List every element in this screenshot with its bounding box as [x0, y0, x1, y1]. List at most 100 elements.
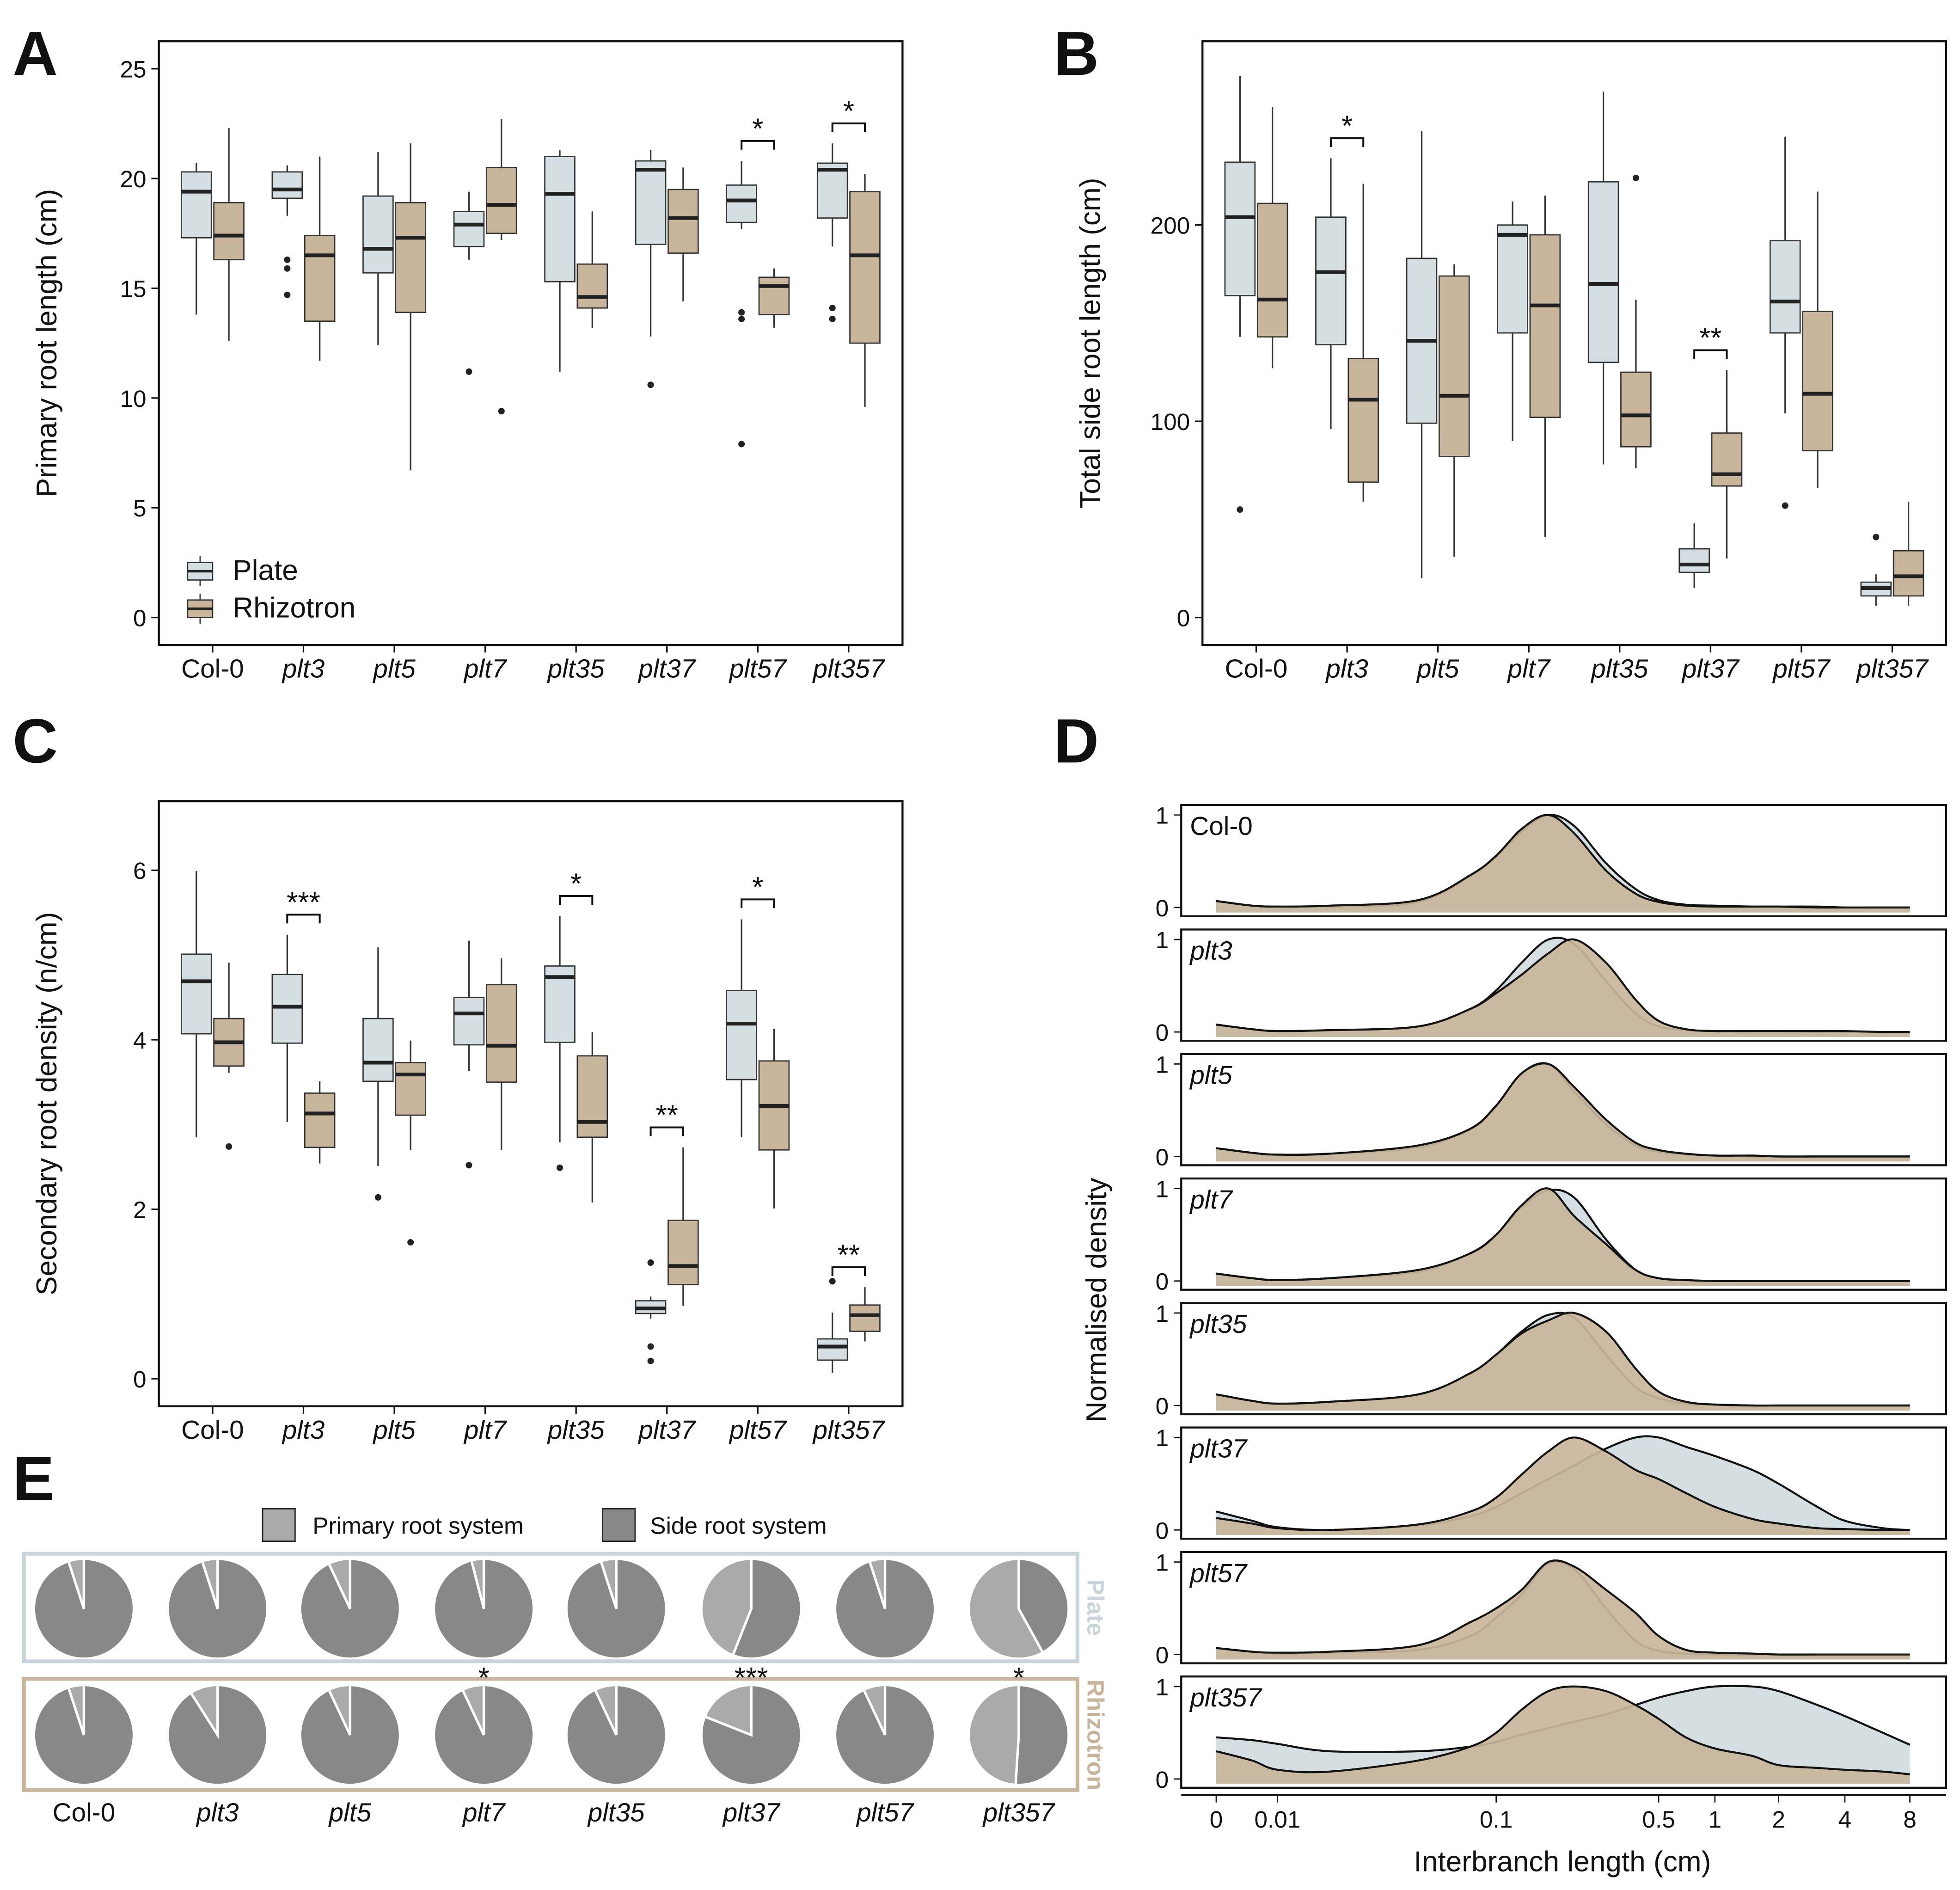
x-tick-label: plt357	[812, 654, 886, 683]
rhizotron-outlier	[407, 1239, 414, 1246]
x-tick-label: plt35	[547, 1416, 605, 1445]
x-tick-label: plt3	[196, 1798, 239, 1827]
y-axis-title: Normalised density	[1081, 1178, 1113, 1423]
y-tick-label: 0	[133, 1366, 147, 1393]
density-panel	[1174, 1675, 1948, 1789]
x-tick-label: plt37	[637, 654, 697, 683]
pie-rhizotron	[567, 1686, 665, 1784]
plate-box	[1678, 548, 1710, 573]
genotype-label: plt7	[1189, 1185, 1233, 1215]
x-tick-label: plt37	[722, 1798, 781, 1827]
y-tick-label: 1	[1156, 927, 1169, 953]
x-tick-label: 0.5	[1642, 1806, 1675, 1833]
significance-bracket	[831, 1266, 866, 1276]
slice-divider	[67, 1560, 86, 1609]
plate-outlier	[647, 1343, 654, 1350]
pie-rhizotron	[836, 1686, 934, 1784]
plate-box	[453, 210, 485, 247]
slice-divider	[869, 1560, 887, 1609]
y-tick-label: 1	[1156, 802, 1169, 829]
y-axis-title: Primary root length (cm)	[31, 189, 63, 497]
density-panel	[1174, 1302, 1948, 1416]
x-tick-label: plt57	[729, 1416, 788, 1445]
y-tick-label: 6	[133, 857, 147, 884]
genotype-label: plt357	[1189, 1683, 1262, 1712]
plate-box	[1497, 224, 1528, 334]
x-tick-label: plt7	[463, 1416, 508, 1445]
plate-box	[271, 974, 303, 1044]
y-tick-label: 0	[1156, 1019, 1169, 1046]
density-panel	[1174, 1426, 1948, 1540]
plate-box	[1315, 216, 1347, 345]
plate-outlier	[738, 441, 745, 448]
pie-plate	[702, 1560, 800, 1658]
rhizotron-density-line	[1216, 1062, 1910, 1158]
significance-bracket	[286, 914, 321, 924]
significance-label: ***	[287, 887, 320, 919]
legend	[187, 556, 214, 624]
genotype-label: plt35	[1189, 1310, 1247, 1339]
x-tick-label: plt35	[547, 654, 605, 683]
significance-label: *	[752, 113, 763, 145]
x-tick-label: plt57	[1772, 654, 1831, 683]
y-tick-label: 4	[133, 1027, 147, 1054]
rhizotron-density-area	[1216, 1188, 1910, 1286]
density-panel	[1174, 1177, 1948, 1291]
rhizotron-box	[213, 202, 245, 261]
plate-row-frame	[22, 1552, 1079, 1663]
pie-rhizotron	[301, 1686, 399, 1784]
x-tick-label: plt3	[282, 1416, 325, 1445]
significance-label: ***	[735, 1662, 768, 1694]
rhizotron-outlier	[226, 1143, 233, 1150]
y-tick-label: 1	[1156, 1051, 1169, 1078]
legend-label-side: Side root system	[650, 1512, 827, 1539]
pie-rhizotron	[169, 1686, 267, 1784]
rhizotron-box	[576, 263, 608, 309]
x-tick-label: plt57	[856, 1798, 915, 1827]
rhizotron-box	[668, 189, 699, 254]
rhizotron-density-line	[1216, 1436, 1910, 1531]
x-tick-label: plt357	[812, 1416, 886, 1445]
boxplot-panel-b	[1195, 40, 1948, 653]
primary-root-slice	[970, 1560, 1042, 1658]
rhizotron-density-area	[1216, 1313, 1910, 1411]
legend-label-plate: Plate	[233, 555, 298, 587]
significance-bracket	[649, 1126, 684, 1136]
x-tick-label: plt57	[729, 654, 788, 683]
significance-label: *	[843, 95, 854, 127]
genotype-label: plt37	[1189, 1435, 1248, 1464]
slice-divider	[1014, 1686, 1020, 1784]
y-tick-label: 0	[1156, 895, 1169, 921]
pie-rhizotron	[970, 1686, 1068, 1784]
pie-plate	[169, 1560, 267, 1658]
significance-label: **	[838, 1240, 860, 1271]
legend-key-primary	[262, 1508, 296, 1542]
rhizotron-density-area	[1216, 1560, 1910, 1660]
y-tick-label: 1	[1156, 1549, 1169, 1576]
x-tick-label: plt7	[1507, 654, 1551, 683]
plot-frame	[158, 800, 904, 1407]
x-tick-label: plt3	[1325, 654, 1368, 683]
significance-label: **	[656, 1099, 678, 1131]
x-tick-label: plt357	[982, 1798, 1055, 1827]
rhizotron-box	[1256, 202, 1288, 338]
x-tick-label: Col-0	[53, 1798, 116, 1827]
rhizotron-density-line	[1216, 938, 1910, 1033]
rhizotron-box	[485, 166, 517, 234]
rhizotron-density-area	[1216, 939, 1910, 1037]
x-tick-label: plt35	[587, 1798, 645, 1827]
plate-outlier	[1782, 502, 1788, 509]
plate-outlier	[647, 381, 654, 388]
plate-outlier	[284, 265, 291, 272]
significance-bracket	[831, 122, 866, 132]
y-tick-label: 15	[120, 275, 146, 302]
plot-frame	[1201, 40, 1948, 646]
plate-box	[362, 195, 394, 274]
pie-plate	[301, 1560, 399, 1658]
pie-plate	[836, 1560, 934, 1658]
pie-plate	[35, 1560, 133, 1658]
boxplot-panel-c	[151, 800, 904, 1414]
rhizotron-row-frame	[22, 1677, 1079, 1792]
slice-divider	[201, 1560, 219, 1609]
pie-rhizotron	[35, 1686, 133, 1784]
